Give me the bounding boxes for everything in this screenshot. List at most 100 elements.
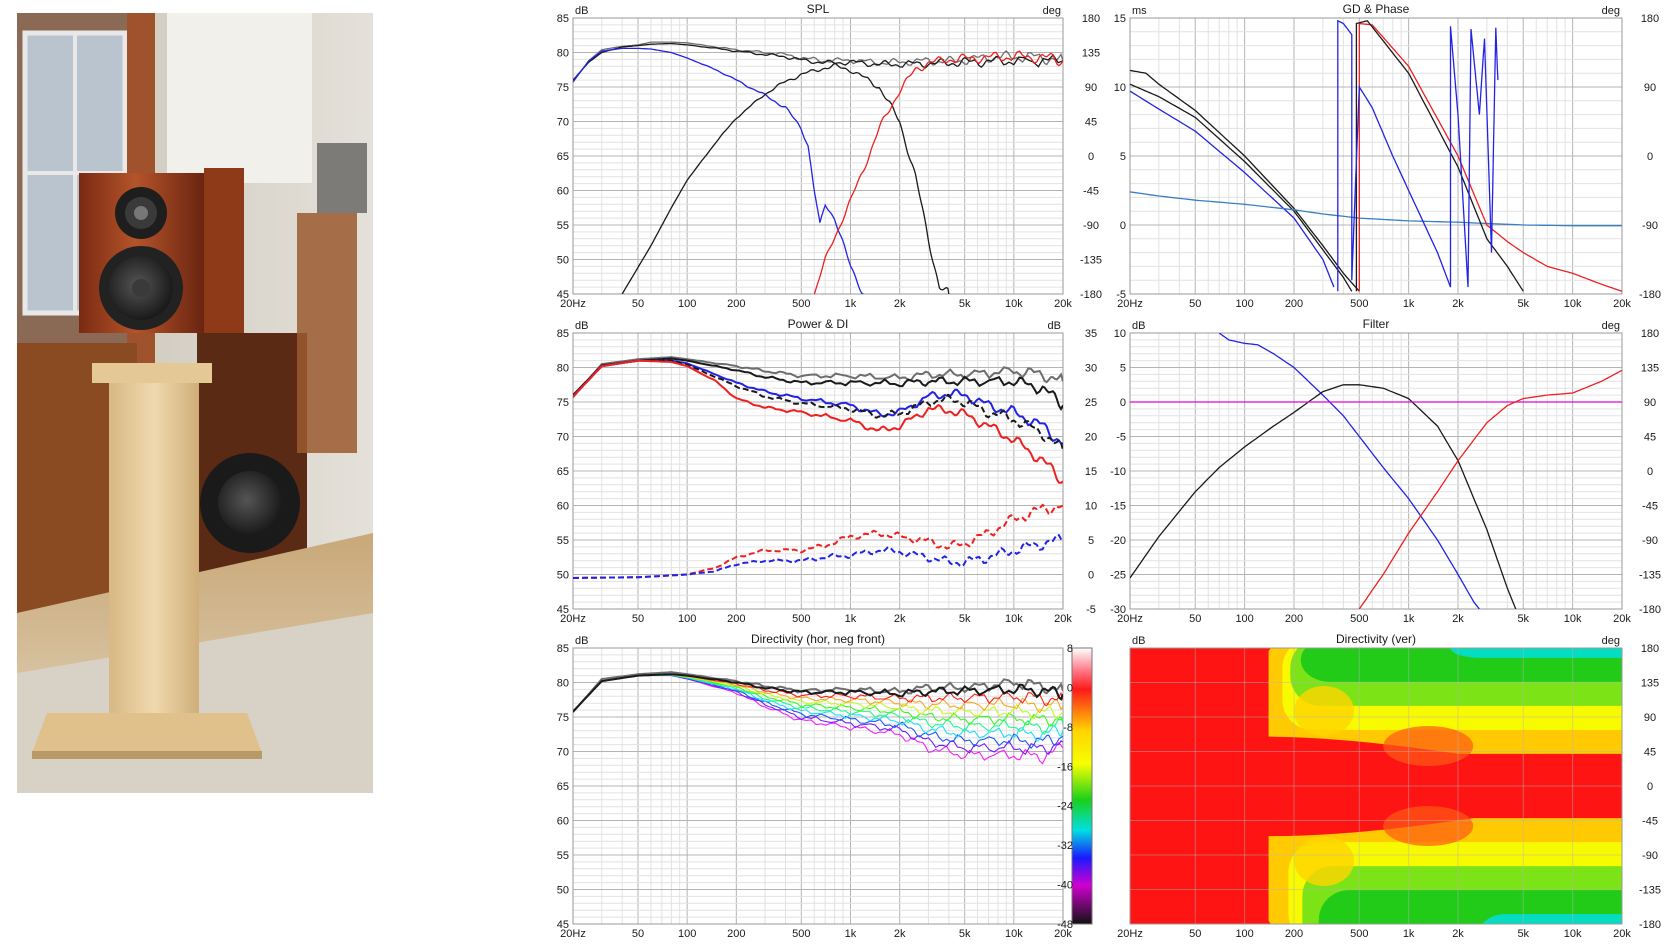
y2-tick-label: 10 bbox=[1085, 501, 1097, 513]
x-tick-label: 500 bbox=[792, 613, 810, 625]
scale-tick-label: -24 bbox=[1057, 801, 1073, 813]
y-tick-label: 70 bbox=[557, 432, 569, 444]
x-tick-label: 20k bbox=[1054, 928, 1072, 940]
series-group bbox=[1130, 19, 1622, 292]
scale-tick-label: -32 bbox=[1057, 840, 1073, 852]
x-tick-label: 10k bbox=[1005, 613, 1023, 625]
y2-tick-label: -45 bbox=[1642, 816, 1658, 828]
y2-tick-label: 5 bbox=[1088, 535, 1094, 547]
y-tick-label: 65 bbox=[557, 466, 569, 478]
x-tick-label: 50 bbox=[632, 613, 644, 625]
scale-tick-label: -48 bbox=[1057, 919, 1073, 931]
x-tick-label: 20k bbox=[1054, 613, 1072, 625]
series-line bbox=[573, 359, 1063, 445]
chart-title: Directivity (hor, neg front) bbox=[751, 632, 885, 646]
x-tick-label: 20k bbox=[1054, 298, 1072, 310]
y-tick-label: 60 bbox=[557, 816, 569, 828]
x-tick-label: 10k bbox=[1005, 298, 1023, 310]
x-tick-label: 10k bbox=[1564, 928, 1582, 940]
plot-frame bbox=[572, 332, 1064, 610]
series-line bbox=[573, 42, 1063, 81]
y2-tick-label: 45 bbox=[1644, 432, 1656, 444]
y-tick-label: 70 bbox=[557, 117, 569, 129]
y-tick-label: 50 bbox=[557, 255, 569, 267]
scale-tick-label: -16 bbox=[1057, 761, 1073, 773]
y2-tick-label: -180 bbox=[1639, 289, 1661, 301]
plot-frame bbox=[1129, 332, 1623, 610]
y-axis-label: dB bbox=[575, 320, 588, 332]
x-tick-label: 100 bbox=[1235, 298, 1253, 310]
x-tick-label: 100 bbox=[678, 613, 696, 625]
y-tick-label: -5 bbox=[1116, 289, 1126, 301]
series-line bbox=[1130, 90, 1335, 288]
plot-frame bbox=[1129, 647, 1623, 925]
series-group bbox=[1130, 333, 1622, 609]
y2-tick-label: 180 bbox=[1641, 13, 1659, 25]
series-line bbox=[621, 62, 950, 294]
y-tick-label: 85 bbox=[557, 643, 569, 655]
y-tick-label: 75 bbox=[557, 397, 569, 409]
y2-tick-label: -90 bbox=[1642, 220, 1658, 232]
series-group bbox=[573, 41, 1063, 294]
y-axis-label: dB bbox=[1132, 320, 1145, 332]
x-tick-label: 200 bbox=[1285, 928, 1303, 940]
y2-tick-label: 0 bbox=[1088, 570, 1094, 582]
series-line bbox=[1130, 83, 1353, 292]
x-tick-label: 20k bbox=[1613, 928, 1631, 940]
series-line bbox=[573, 41, 1063, 83]
series-line bbox=[1130, 69, 1360, 292]
y2-tick-label: 30 bbox=[1085, 363, 1097, 375]
y2-tick-label: -135 bbox=[1080, 255, 1102, 267]
series-line bbox=[573, 673, 1063, 713]
y-tick-label: 45 bbox=[557, 919, 569, 931]
series-line bbox=[573, 47, 864, 294]
y-tick-label: 65 bbox=[557, 781, 569, 793]
grid-lines bbox=[1130, 333, 1622, 609]
y-tick-label: 50 bbox=[557, 570, 569, 582]
y2-tick-label: 25 bbox=[1085, 397, 1097, 409]
y-axis-label: dB bbox=[575, 635, 588, 647]
y-tick-label: 80 bbox=[557, 48, 569, 60]
x-tick-label: 2k bbox=[894, 613, 906, 625]
x-tick-label: 200 bbox=[1285, 613, 1303, 625]
y2-axis-label: deg bbox=[1602, 635, 1620, 647]
y-tick-label: -15 bbox=[1110, 501, 1126, 513]
x-tick-label: 5k bbox=[1517, 928, 1529, 940]
chart-title: Power & DI bbox=[788, 317, 849, 331]
x-tick-label: 500 bbox=[1350, 613, 1368, 625]
x-tick-label: 100 bbox=[1235, 928, 1253, 940]
y-tick-label: 75 bbox=[557, 712, 569, 724]
y2-tick-label: 20 bbox=[1085, 432, 1097, 444]
grid-lines bbox=[1130, 18, 1622, 294]
y2-axis-label: deg bbox=[1602, 5, 1620, 17]
series-line bbox=[573, 359, 1063, 484]
x-tick-label: 500 bbox=[1350, 298, 1368, 310]
y2-tick-label: 0 bbox=[1647, 781, 1653, 793]
grid-lines bbox=[573, 648, 1063, 924]
x-tick-label: 1k bbox=[1403, 613, 1415, 625]
y2-tick-label: 0 bbox=[1088, 151, 1094, 163]
x-tick-label: 200 bbox=[727, 613, 745, 625]
chart-title: GD & Phase bbox=[1343, 2, 1410, 16]
y-tick-label: 45 bbox=[557, 604, 569, 616]
x-tick-label: 20Hz bbox=[560, 298, 586, 310]
y-tick-label: 55 bbox=[557, 220, 569, 232]
y2-axis-label: deg bbox=[1602, 320, 1620, 332]
y2-tick-label: -135 bbox=[1639, 570, 1661, 582]
x-tick-label: 10k bbox=[1564, 613, 1582, 625]
grid-lines bbox=[1130, 648, 1622, 924]
y-tick-label: -25 bbox=[1110, 570, 1126, 582]
chart-title: SPL bbox=[807, 2, 830, 16]
scale-tick-label: 0 bbox=[1067, 682, 1073, 694]
x-tick-label: 5k bbox=[959, 928, 971, 940]
x-tick-label: 500 bbox=[1350, 928, 1368, 940]
x-tick-label: 50 bbox=[1189, 928, 1201, 940]
chart-panel-4: Directivity (hor, neg front) dB 20Hz 50 100 2… bbox=[557, 632, 1073, 940]
y2-tick-label: -5 bbox=[1086, 604, 1096, 616]
plot-frame bbox=[572, 17, 1064, 295]
y-tick-label: 0 bbox=[1120, 220, 1126, 232]
y2-tick-label: 45 bbox=[1644, 747, 1656, 759]
x-tick-label: 20Hz bbox=[560, 613, 586, 625]
series-line bbox=[1355, 20, 1524, 292]
